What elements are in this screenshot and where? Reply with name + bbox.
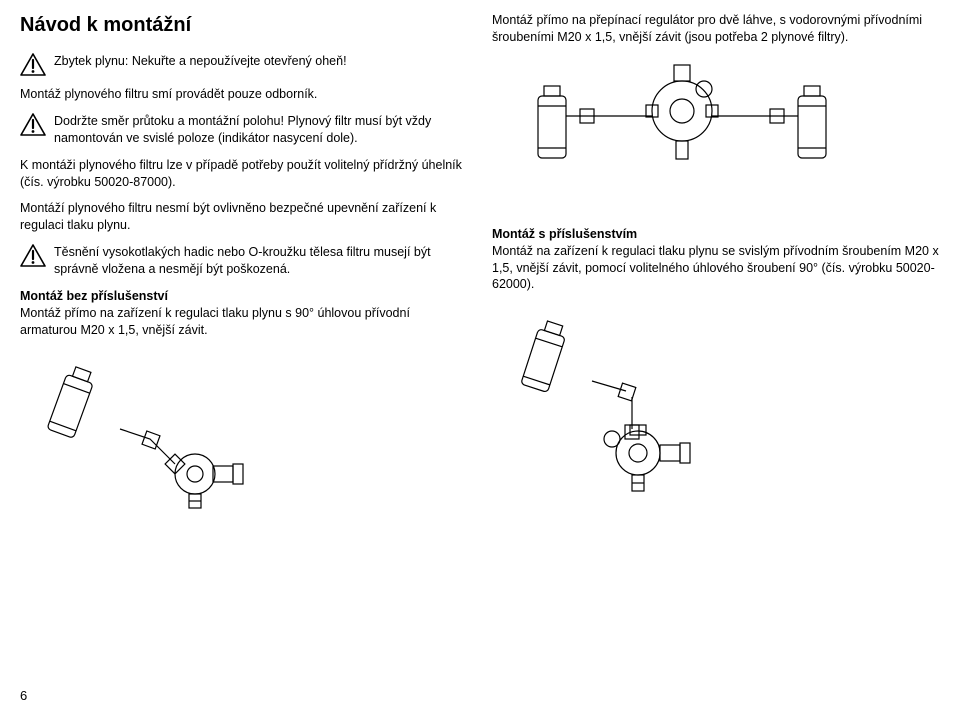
diagram-filter-90deg xyxy=(20,349,468,519)
paragraph-r1: Montáž přímo na přepínací regulátor pro … xyxy=(492,12,940,46)
left-column: Návod k montážní Zbytek plynu: Nekuřte a… xyxy=(20,12,468,533)
subhead-with-accessories: Montáž s příslušenstvím xyxy=(492,227,637,241)
sub-without-accessories: Montáž bez příslušenství Montáž přímo na… xyxy=(20,288,468,339)
page-number: 6 xyxy=(20,687,27,705)
warning-text-3: Těsnění vysokotlakých hadic nebo O-krouž… xyxy=(54,244,468,278)
warning-text-1: Zbytek plynu: Nekuřte a nepoužívejte ote… xyxy=(54,53,347,70)
warning-text-2: Dodržte směr průtoku a montážní polohu! … xyxy=(54,113,468,147)
subtext-without-accessories: Montáž přímo na zařízení k regulaci tlak… xyxy=(20,306,410,337)
warning-icon xyxy=(20,244,46,267)
warning-block-1: Zbytek plynu: Nekuřte a nepoužívejte ote… xyxy=(20,53,468,76)
subtext-with-accessories: Montáž na zařízení k regulaci tlaku plyn… xyxy=(492,244,939,292)
right-column: Montáž přímo na přepínací regulátor pro … xyxy=(492,12,940,533)
paragraph-3: Montáží plynového filtru nesmí být ovliv… xyxy=(20,200,468,234)
diagram-dual-regulator xyxy=(492,56,940,216)
diagram-vertical-inlet xyxy=(492,303,940,523)
paragraph-1: Montáž plynového filtru smí provádět pou… xyxy=(20,86,468,103)
sub-with-accessories: Montáž s příslušenstvím Montáž na zaříze… xyxy=(492,226,940,294)
subhead-without-accessories: Montáž bez příslušenství xyxy=(20,289,168,303)
warning-icon xyxy=(20,113,46,136)
warning-block-3: Těsnění vysokotlakých hadic nebo O-krouž… xyxy=(20,244,468,278)
page-title: Návod k montážní xyxy=(20,12,468,39)
warning-block-2: Dodržte směr průtoku a montážní polohu! … xyxy=(20,113,468,147)
warning-icon xyxy=(20,53,46,76)
paragraph-2: K montáži plynového filtru lze v případě… xyxy=(20,157,468,191)
